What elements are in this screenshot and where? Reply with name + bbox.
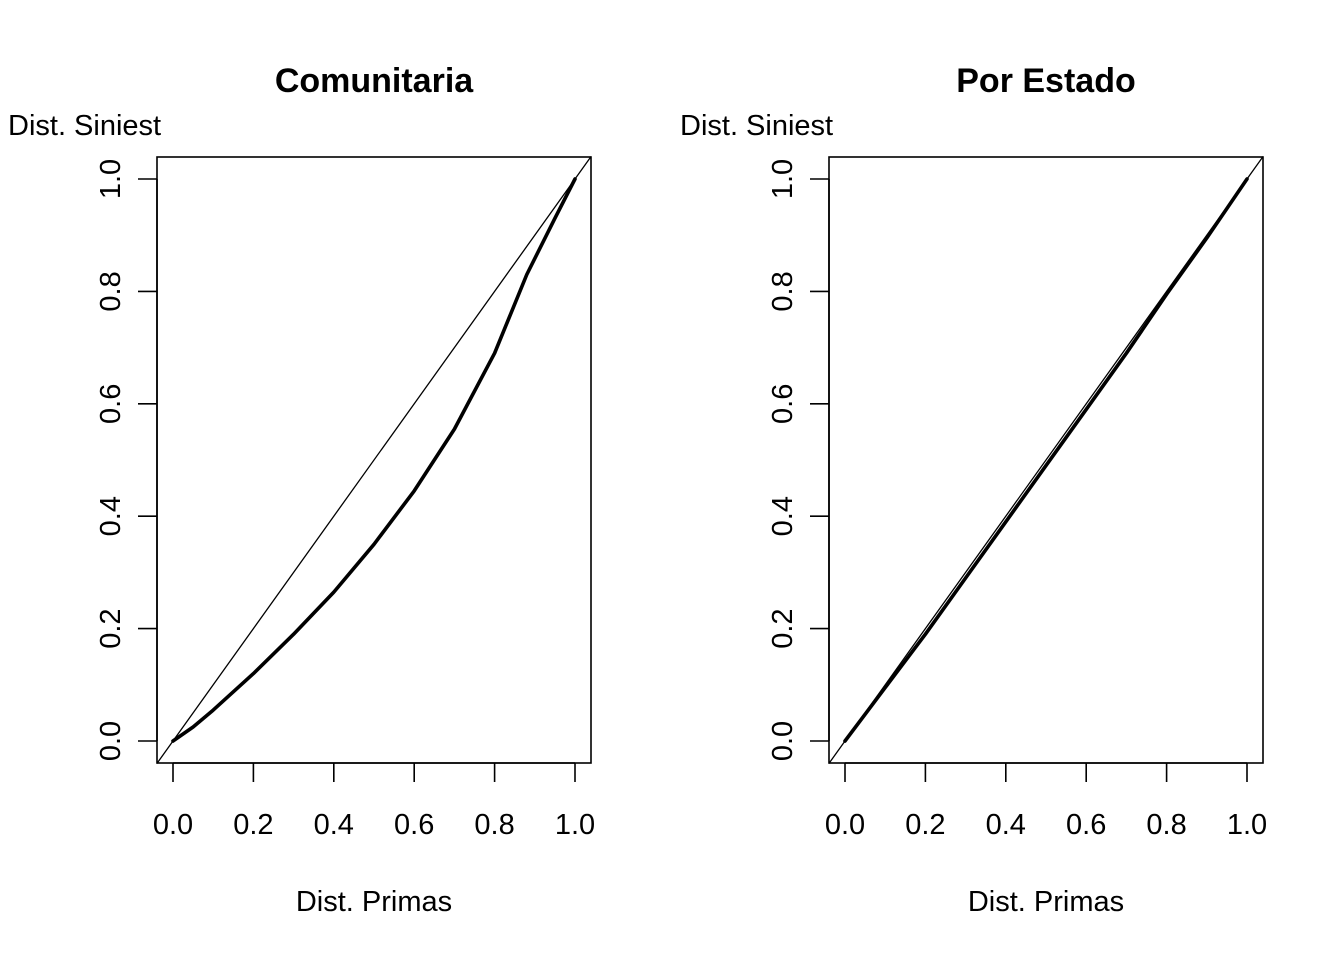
x-tick-label: 0.2 — [233, 809, 273, 841]
chart-title: Comunitaria — [275, 62, 474, 100]
y-tick-label: 1.0 — [95, 159, 127, 199]
y-tick-label: 0.2 — [767, 608, 799, 648]
y-tick-label: 0.8 — [95, 271, 127, 311]
y-axis: 0.0 0.2 0.4 0.6 0.8 1.0 — [95, 159, 158, 761]
x-tick-label: 1.0 — [1227, 809, 1267, 841]
x-axis: 0.0 0.2 0.4 0.6 0.8 1.0 — [825, 762, 1267, 841]
y-tick-label: 0.4 — [95, 496, 127, 536]
x-tick-label: 1.0 — [555, 809, 595, 841]
y-tick-label: 0.4 — [767, 496, 799, 536]
series-curve-line — [843, 177, 1249, 743]
y-tick-label: 0.2 — [95, 608, 127, 648]
x-tick-label: 0.6 — [394, 809, 434, 841]
x-tick-label: 0.8 — [1146, 809, 1186, 841]
x-axis-label: Dist. Primas — [968, 886, 1124, 918]
series-curve-line — [171, 177, 577, 743]
x-tick-label: 0.4 — [314, 809, 354, 841]
y-tick-label: 0.8 — [767, 271, 799, 311]
y-tick-label: 0.0 — [95, 721, 127, 761]
y-axis-label: Dist. Siniest — [680, 110, 833, 142]
chart-title: Por Estado — [956, 62, 1135, 100]
x-axis: 0.0 0.2 0.4 0.6 0.8 1.0 — [153, 762, 595, 841]
x-tick-label: 0.6 — [1066, 809, 1106, 841]
x-tick-label: 0.8 — [474, 809, 514, 841]
y-axis: 0.0 0.2 0.4 0.6 0.8 1.0 — [767, 159, 830, 761]
y-tick-label: 0.6 — [95, 384, 127, 424]
y-tick-label: 1.0 — [767, 159, 799, 199]
equality-line — [156, 156, 592, 764]
y-tick-label: 0.6 — [767, 384, 799, 424]
y-tick-label: 0.0 — [767, 721, 799, 761]
y-axis-label: Dist. Siniest — [8, 110, 161, 142]
x-axis-label: Dist. Primas — [296, 886, 452, 918]
x-tick-label: 0.0 — [825, 809, 865, 841]
x-tick-label: 0.4 — [986, 809, 1026, 841]
x-tick-label: 0.0 — [153, 809, 193, 841]
x-tick-label: 0.2 — [905, 809, 945, 841]
